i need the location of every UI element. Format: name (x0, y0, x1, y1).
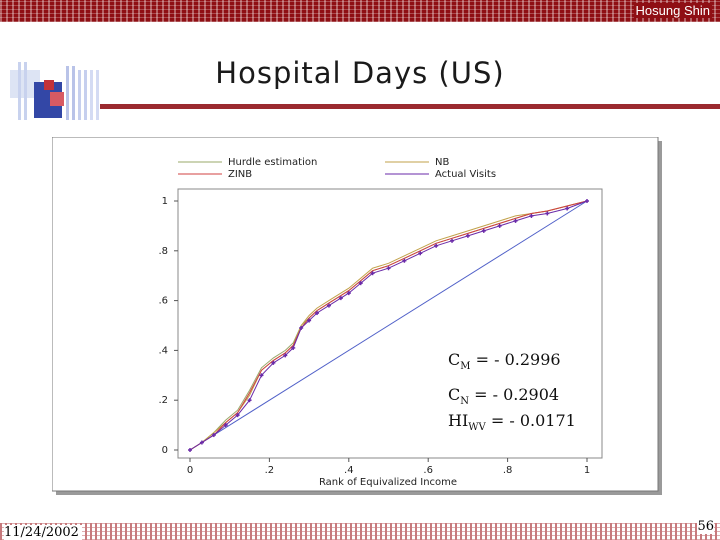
legend-label: Hurdle estimation (228, 157, 317, 168)
slide-title: Hospital Days (US) (215, 56, 505, 90)
actual-visits-point (271, 360, 276, 365)
actual-visits-point (497, 223, 502, 228)
chart-legend: Hurdle estimation NB ZINB Actual Visits (178, 157, 496, 180)
actual-visits-point (358, 281, 363, 286)
actual-visits-point (211, 433, 216, 438)
cm-subscript: M (460, 361, 471, 373)
actual-visits-point (247, 398, 252, 403)
legend-label: Actual Visits (435, 169, 496, 180)
actual-visits-point (418, 251, 423, 256)
author-name: Hosung Shin (633, 3, 712, 18)
title-underline (100, 104, 720, 109)
cn-stat: CN = - 0.2904 (448, 385, 559, 407)
actual-visits-point (259, 373, 264, 378)
actual-visits-point (188, 448, 192, 452)
actual-visits-point (434, 243, 439, 248)
y-tick-label: 1 (162, 196, 168, 207)
x-tick-label: .6 (423, 465, 433, 476)
page-number: 56 (697, 519, 714, 534)
y-tick-label: .6 (158, 296, 168, 307)
x-tick-label: 1 (584, 465, 590, 476)
legend-label: ZINB (228, 169, 252, 180)
hi-symbol: HI (448, 411, 469, 430)
legend-label: NB (435, 157, 449, 168)
cm-symbol: C (448, 350, 461, 369)
cn-symbol: C (448, 385, 461, 404)
actual-visits-point (386, 266, 391, 271)
actual-visits-point (565, 206, 570, 211)
x-axis-label: Rank of Equivalized Income (319, 477, 457, 488)
chart-lines (188, 199, 589, 452)
cm-value: = - 0.2996 (470, 350, 561, 369)
cm-stat: CM = - 0.2996 (448, 350, 561, 372)
y-tick-label: 0 (162, 445, 168, 456)
actual-visits-point (291, 345, 296, 350)
lorenz-curve-chart: Hurdle estimation NB ZINB Actual Visits 0 .2… (52, 137, 662, 495)
actual-visits-point (513, 218, 518, 223)
actual-visits-point (529, 213, 534, 218)
header-band: Hosung Shin (0, 0, 720, 22)
y-tick-label: .4 (158, 345, 168, 356)
slide-date: 11/24/2002 (4, 525, 82, 540)
x-tick-label: .4 (344, 465, 354, 476)
actual-visits-point (338, 296, 343, 301)
actual-visits-point (481, 228, 486, 233)
actual-visits-point (585, 199, 589, 203)
x-tick-label: .2 (265, 465, 275, 476)
actual-visits-point (450, 238, 455, 243)
actual-visits-point (402, 258, 407, 263)
actual-visits-point (223, 423, 228, 428)
cn-subscript: N (460, 396, 469, 408)
actual-visits-point (199, 440, 204, 445)
actual-visits-point (326, 303, 331, 308)
actual-visits-point (545, 211, 550, 216)
hi-value: = - 0.0171 (485, 411, 576, 430)
footer-band (0, 523, 720, 540)
y-tick-label: .2 (158, 395, 168, 406)
equality-line (189, 200, 588, 451)
actual-visits-point (235, 413, 240, 418)
actual-visits-point (465, 233, 470, 238)
x-tick-label: 0 (187, 465, 193, 476)
header-pattern (0, 0, 720, 22)
series-line-nb (189, 200, 588, 451)
decorative-bars-graphic (10, 62, 99, 120)
actual-visits-point (346, 291, 351, 296)
cn-value: = - 0.2904 (469, 385, 560, 404)
actual-visits-point (299, 325, 304, 330)
axis-ticks: 0 .2 .4 .6 .8 1 0 .2 .4 .6 .8 1 (158, 196, 590, 476)
actual-visits-point (315, 311, 320, 316)
actual-visits-point (370, 271, 375, 276)
x-tick-label: .8 (503, 465, 513, 476)
hi-stat: HIWV = - 0.0171 (448, 411, 576, 433)
hi-subscript: WV (468, 422, 486, 434)
actual-visits-point (283, 353, 288, 358)
y-tick-label: .8 (158, 246, 168, 257)
series-line-zinb (189, 200, 588, 451)
actual-visits-point (307, 318, 312, 323)
